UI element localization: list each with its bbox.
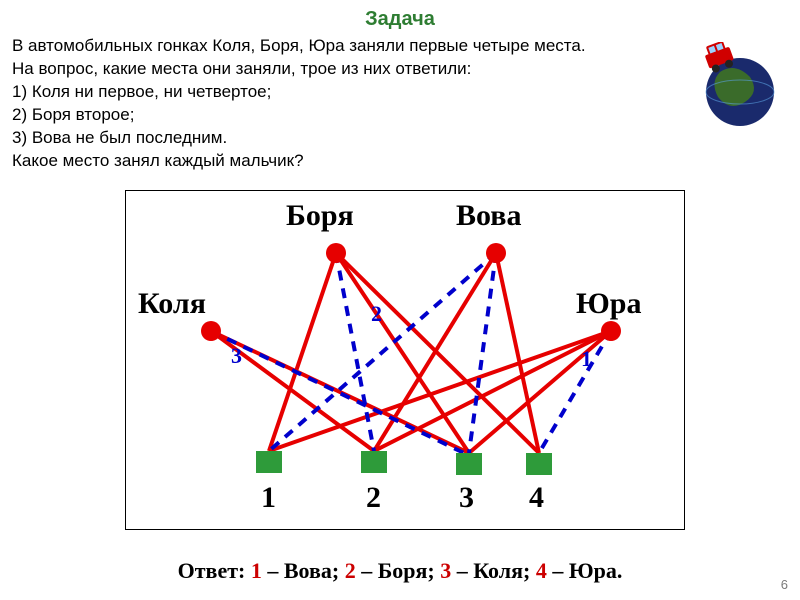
edge-solid	[269, 331, 611, 451]
problem-line: 1) Коля ни первое, ни четвертое;	[12, 81, 788, 104]
node-label: Боря	[286, 199, 354, 233]
answer-text: – Вова;	[262, 558, 345, 583]
node-label: Коля	[138, 287, 206, 321]
globe-icon	[690, 42, 780, 137]
problem-line: 2) Боря второе;	[12, 104, 788, 127]
place-square	[456, 453, 482, 475]
place-number: 3	[459, 481, 474, 515]
answer-num: 2	[345, 558, 356, 583]
answer-prefix: Ответ:	[178, 558, 251, 583]
place-square	[256, 451, 282, 473]
problem-text: В автомобильных гонках Коля, Боря, Юра з…	[0, 31, 800, 173]
page-number: 6	[781, 577, 788, 592]
node-dot	[486, 243, 506, 263]
answer-text: – Коля;	[451, 558, 536, 583]
answer-num: 1	[251, 558, 262, 583]
problem-line: На вопрос, какие места они заняли, трое …	[12, 58, 788, 81]
place-number: 2	[366, 481, 381, 515]
problem-line: 3) Вова не был последним.	[12, 127, 788, 150]
edge-number: 3	[231, 343, 242, 369]
node-dot	[326, 243, 346, 263]
answer-text: – Боря;	[356, 558, 441, 583]
node-dot	[601, 321, 621, 341]
graph-diagram: Коля Боря Вова Юра 1 2 3 4 2 3 1	[125, 190, 685, 530]
graph-svg	[126, 191, 686, 531]
problem-line: В автомобильных гонках Коля, Боря, Юра з…	[12, 35, 788, 58]
task-title: Задача	[0, 0, 800, 31]
answer-text: – Юра.	[547, 558, 623, 583]
edge-number: 2	[371, 301, 382, 327]
edge-number: 1	[581, 346, 592, 372]
problem-line: Какое место занял каждый мальчик?	[12, 150, 788, 173]
node-label: Вова	[456, 199, 521, 233]
node-dot	[201, 321, 221, 341]
place-square	[361, 451, 387, 473]
place-square	[526, 453, 552, 475]
answer-line: Ответ: 1 – Вова; 2 – Боря; 3 – Коля; 4 –…	[0, 558, 800, 584]
place-number: 1	[261, 481, 276, 515]
edge-solid	[336, 253, 539, 453]
answer-num: 4	[536, 558, 547, 583]
edge-dashed	[469, 253, 496, 453]
node-label: Юра	[576, 287, 641, 321]
place-number: 4	[529, 481, 544, 515]
answer-num: 3	[440, 558, 451, 583]
